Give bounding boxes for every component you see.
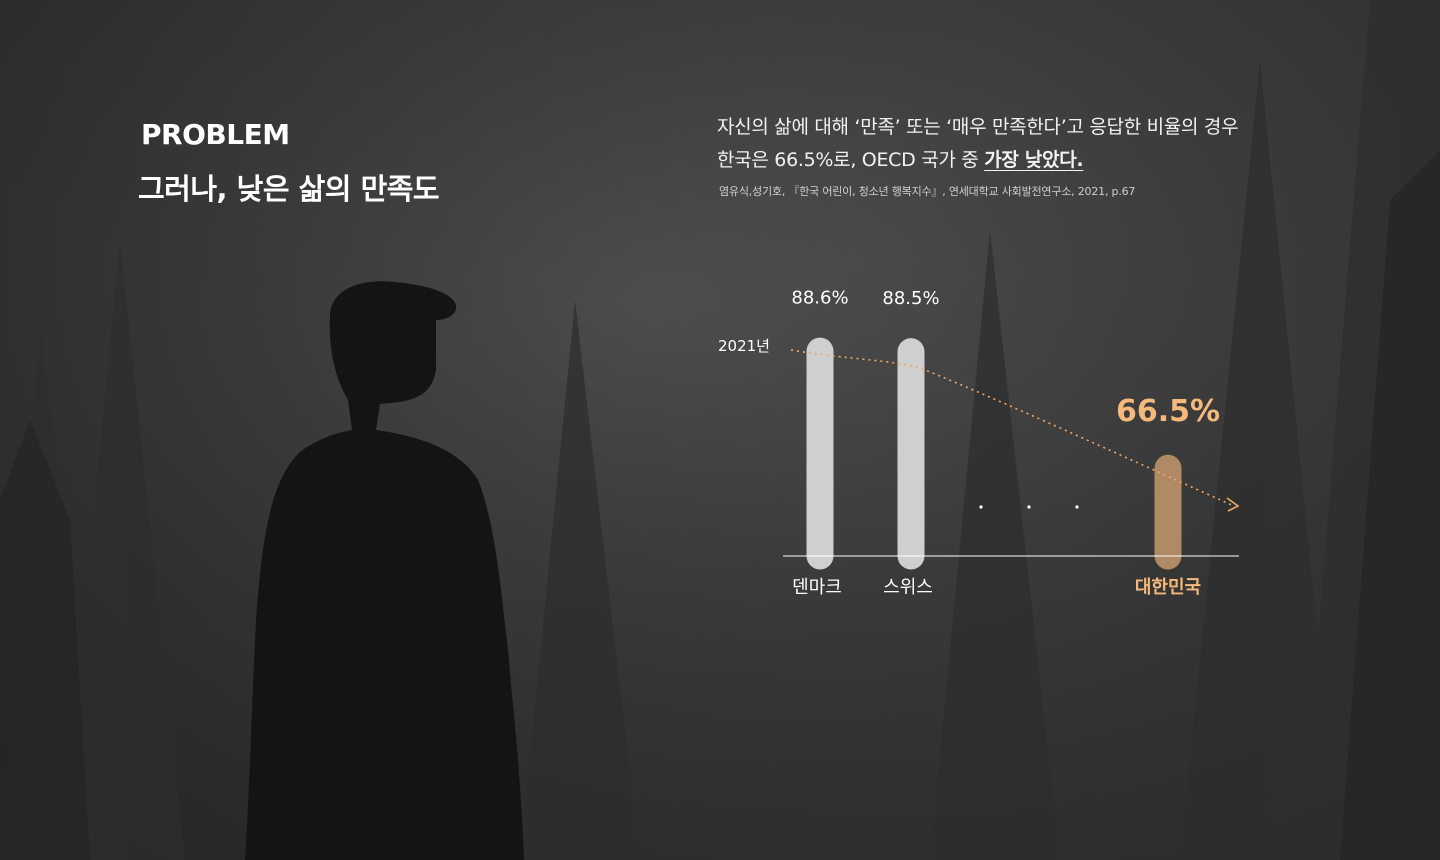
- category-label-1: 덴마크: [792, 577, 842, 598]
- description-emphasis: 가장 낮았다.: [984, 149, 1084, 171]
- bar-3: [1154, 454, 1182, 570]
- value-label-3: 66.5%: [1116, 394, 1220, 429]
- ellipsis-dot-3: [1075, 505, 1079, 509]
- bar-2: [897, 338, 925, 570]
- value-label-2: 88.5%: [882, 288, 939, 309]
- ellipsis-dot-2: [1027, 505, 1031, 509]
- description-line-1: 자신의 삶에 대해 ‘만족’ 또는 ‘매우 만족한다’고 응답한 비율의 경우: [717, 116, 1239, 138]
- chart-year-label: 2021년: [718, 337, 770, 355]
- value-label-1: 88.6%: [791, 288, 848, 309]
- description-line-2-text: 한국은 66.5%로, OECD 국가 중: [717, 149, 985, 171]
- satisfaction-bar-chart: 2021년 88.6% 덴마크 88.5% 스위스 66.5% 대한민국: [718, 288, 1240, 598]
- category-label-2: 스위스: [883, 577, 933, 598]
- description-line-2: 한국은 66.5%로, OECD 국가 중 가장 낮았다.: [717, 146, 1084, 174]
- bar-1: [806, 337, 834, 570]
- trend-line: [790, 349, 1235, 507]
- ellipsis-dot-1: [979, 505, 983, 509]
- section-title: 그러나, 낮은 삶의 만족도: [138, 172, 440, 206]
- trend-arrow-icon: [1226, 497, 1240, 512]
- category-label-3: 대한민국: [1135, 577, 1201, 598]
- source-citation: 염유식,성기호, 『한국 어린이, 청소년 행복지수』, 연세대학교 사회발전연…: [719, 185, 1136, 198]
- section-label: PROBLEM: [141, 118, 290, 151]
